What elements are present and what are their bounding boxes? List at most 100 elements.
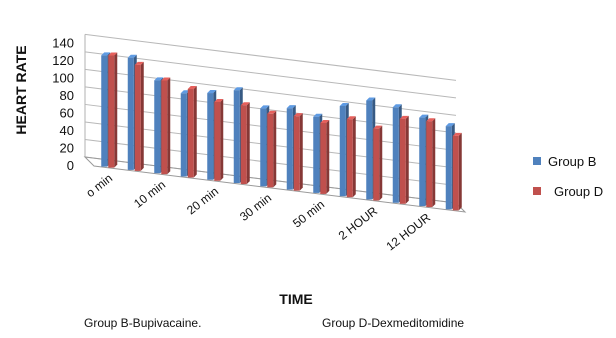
bar-top [445,123,455,127]
bar-top [161,77,171,81]
bar-group-d [240,102,250,185]
bar-side [114,52,118,168]
legend-swatch-group-d [533,187,541,195]
bar-front [399,118,406,204]
bar-front [134,64,141,171]
bar-group-d [161,77,171,175]
caption-group-b: Group B-Bupivacaine. [84,316,201,330]
bar-top [346,116,356,120]
bar-front [214,101,221,181]
bar-front [445,126,452,210]
x-tick-label: 50 min [290,197,327,230]
bar-side [299,113,303,191]
y-tick-label: 120 [52,53,74,68]
y-tick-label: 100 [52,70,74,85]
bar-top [233,87,243,91]
gridline [84,33,457,81]
legend-label-group-b: Group B [548,154,596,169]
legend: Group B Group D [533,154,603,199]
bar-side [193,86,197,178]
bar-top [313,113,323,117]
bar-front [346,119,353,198]
floor-outline [83,156,467,213]
bar-front [373,128,380,201]
bar-group-d [399,115,409,204]
bar-side [458,132,462,211]
x-tick-label: 2 HOUR [336,204,381,243]
y-tick-label: 0 [67,158,74,173]
bar-side [379,125,383,201]
bar-top [392,104,402,108]
y-tick-label: 20 [60,140,74,155]
y-tick-label: 40 [60,123,74,138]
bar-top [267,110,277,114]
bar-side [405,115,409,204]
y-tick-label: 140 [52,35,74,50]
bar-top [366,97,376,101]
bar-top [187,86,197,90]
bar-group-d [214,98,224,181]
bar-top [180,90,190,94]
bar-side [246,102,250,185]
bar-top [214,98,224,102]
bar-group-d [187,86,197,178]
bar-front [293,116,300,191]
bar-front [161,80,168,175]
bar-top [134,61,144,65]
x-tick-label: 30 min [237,191,274,224]
bar-front [180,93,187,177]
bar-top [207,90,217,94]
bar-front [392,107,399,203]
bar-front [154,80,161,174]
legend-label-group-d: Group D [554,184,603,199]
bar-front [267,113,274,188]
y-axis-title: HEART RATE [13,45,29,134]
bar-front [320,122,327,194]
bar-front [313,116,320,193]
bar-top [101,52,111,56]
bar-top [286,105,296,109]
bar-front [127,57,134,170]
bar-side [220,98,224,181]
bar-group-d [108,52,118,168]
bar-top [419,114,429,118]
chart-floor [83,156,467,213]
bar-top [452,132,462,136]
y-tick-label: 80 [60,88,74,103]
bar-front [187,89,194,178]
bar-group-d [134,61,144,171]
bar-front [452,135,459,211]
caption-group-d: Group D-Dexmeditomidine [322,316,464,330]
bar-group-d [452,132,462,211]
bar-top [320,119,330,123]
bar-side [167,77,171,175]
bar-top [260,105,270,109]
y-tick-label: 60 [60,105,74,120]
bar-front [426,121,433,208]
bar-top [426,118,436,122]
x-tick-label: o min [83,171,115,200]
bar-group-d [346,116,356,198]
bar-side [326,119,330,194]
y-axis-ticks: 0 20 40 60 80 100 120 140 [52,35,74,173]
bar-front [207,93,214,180]
bar-front [419,117,426,207]
bar-top [293,113,303,117]
bar-top [373,125,383,129]
bar-side [432,118,436,208]
legend-swatch-group-b [533,157,541,165]
x-axis-title: TIME [279,291,312,307]
bar-group-d [426,118,436,208]
bars [101,52,462,211]
bar-group-d [293,113,303,191]
bar-front [101,55,108,167]
bar-top [108,52,118,56]
gridline [84,51,457,99]
bar-top [127,54,137,58]
bar-top [399,115,409,119]
bar-front [366,100,373,200]
bar-front [339,105,346,197]
bar-top [240,102,250,106]
